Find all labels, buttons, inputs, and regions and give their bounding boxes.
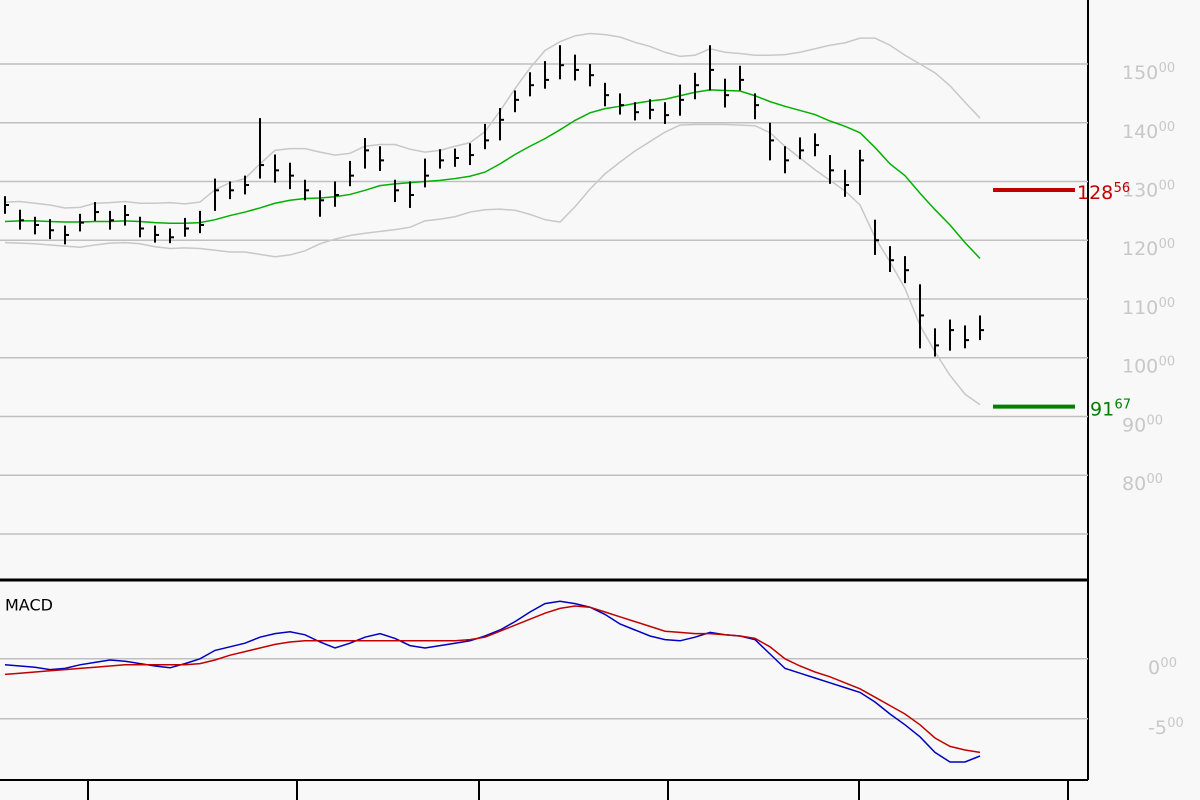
band-line [4,32,981,209]
band-line [4,123,981,406]
y-tick-label: -5.00 [1148,715,1184,738]
y-tick-label: 120.00 [1122,237,1175,260]
y-tick-label: 0.00 [1148,655,1177,678]
level-label: 91.67 [1090,397,1131,420]
y-tick-label: 130.00 [1122,178,1175,201]
x-ticks [87,780,1069,800]
moving-average [4,89,981,259]
y-tick-label: 110.00 [1122,295,1175,318]
y-tick-label: 140.00 [1122,119,1175,142]
y-tick-label: 100.00 [1122,354,1175,377]
y-tick-label: 90.00 [1122,413,1163,436]
level-label: 128.56 [1077,180,1130,203]
panel-title: MACD [5,596,53,615]
y-tick-label: 80.00 [1122,472,1163,495]
macd-line [4,605,981,754]
macd-line [4,600,981,763]
y-tick-label: 150.00 [1122,61,1175,84]
